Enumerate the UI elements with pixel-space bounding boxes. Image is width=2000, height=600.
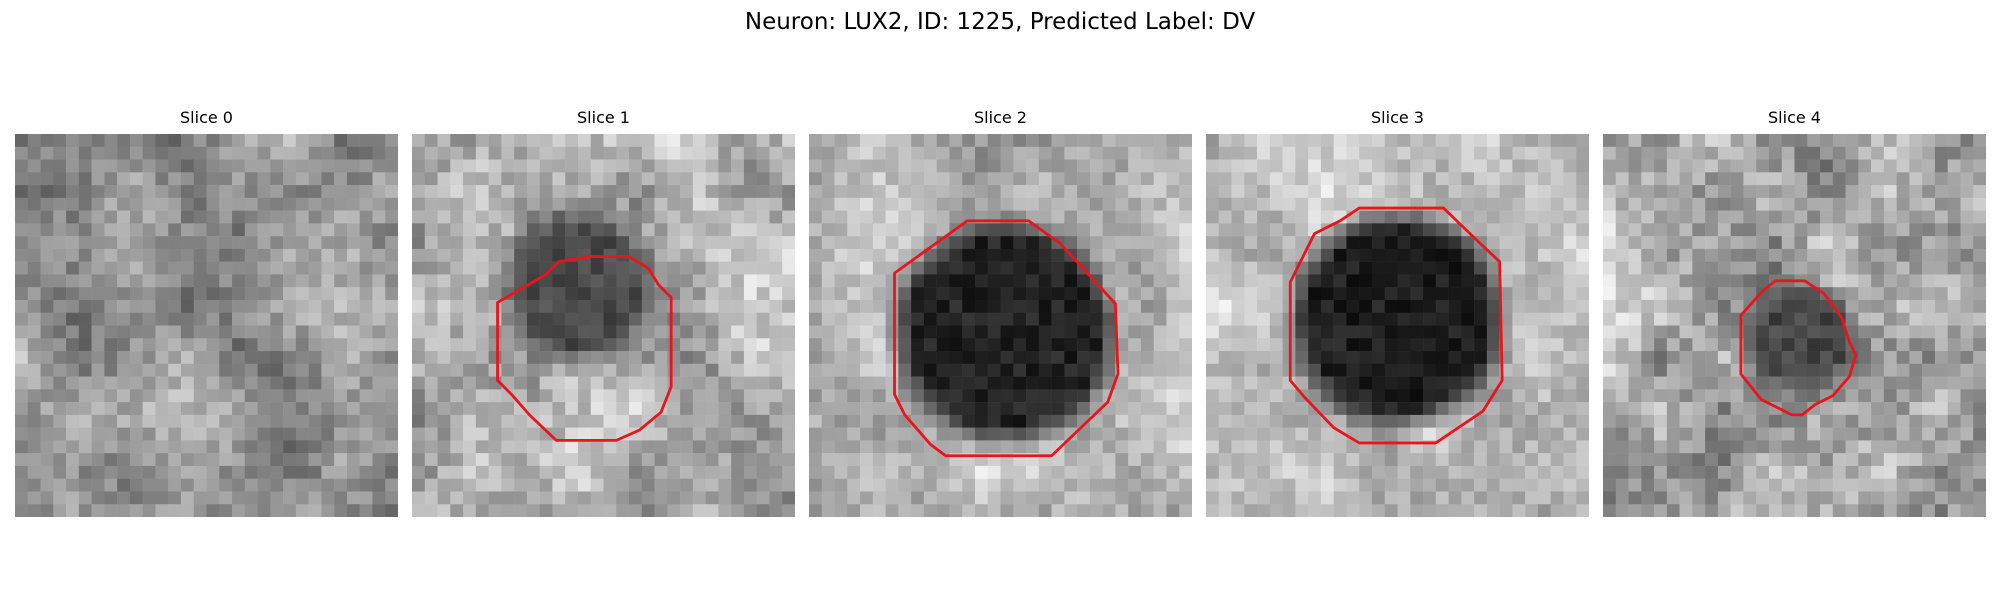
slice-panel-0: Slice 0 — [15, 108, 398, 528]
slice-image — [809, 134, 1192, 517]
slice-panel-3: Slice 3 — [1206, 108, 1589, 528]
slice-title: Slice 1 — [577, 108, 630, 127]
slice-image — [1603, 134, 1986, 517]
slice-panel-1: Slice 1 — [412, 108, 795, 528]
segmentation-contour — [1288, 206, 1504, 445]
figure-title: Neuron: LUX2, ID: 1225, Predicted Label:… — [744, 9, 1256, 35]
slice-title: Slice 3 — [1371, 108, 1424, 127]
slice-title: Slice 4 — [1768, 108, 1821, 127]
segmentation-contour — [496, 255, 673, 442]
segmentation-contour — [893, 219, 1120, 458]
slice-image — [15, 134, 398, 517]
slice-title: Slice 2 — [974, 108, 1027, 127]
slice-panel-2: Slice 2 — [809, 108, 1192, 528]
slice-panel-4: Slice 4 — [1603, 108, 1986, 528]
slice-title: Slice 0 — [180, 108, 233, 127]
slice-image — [1206, 134, 1589, 517]
slice-image — [412, 134, 795, 517]
segmentation-contour — [1739, 279, 1858, 417]
